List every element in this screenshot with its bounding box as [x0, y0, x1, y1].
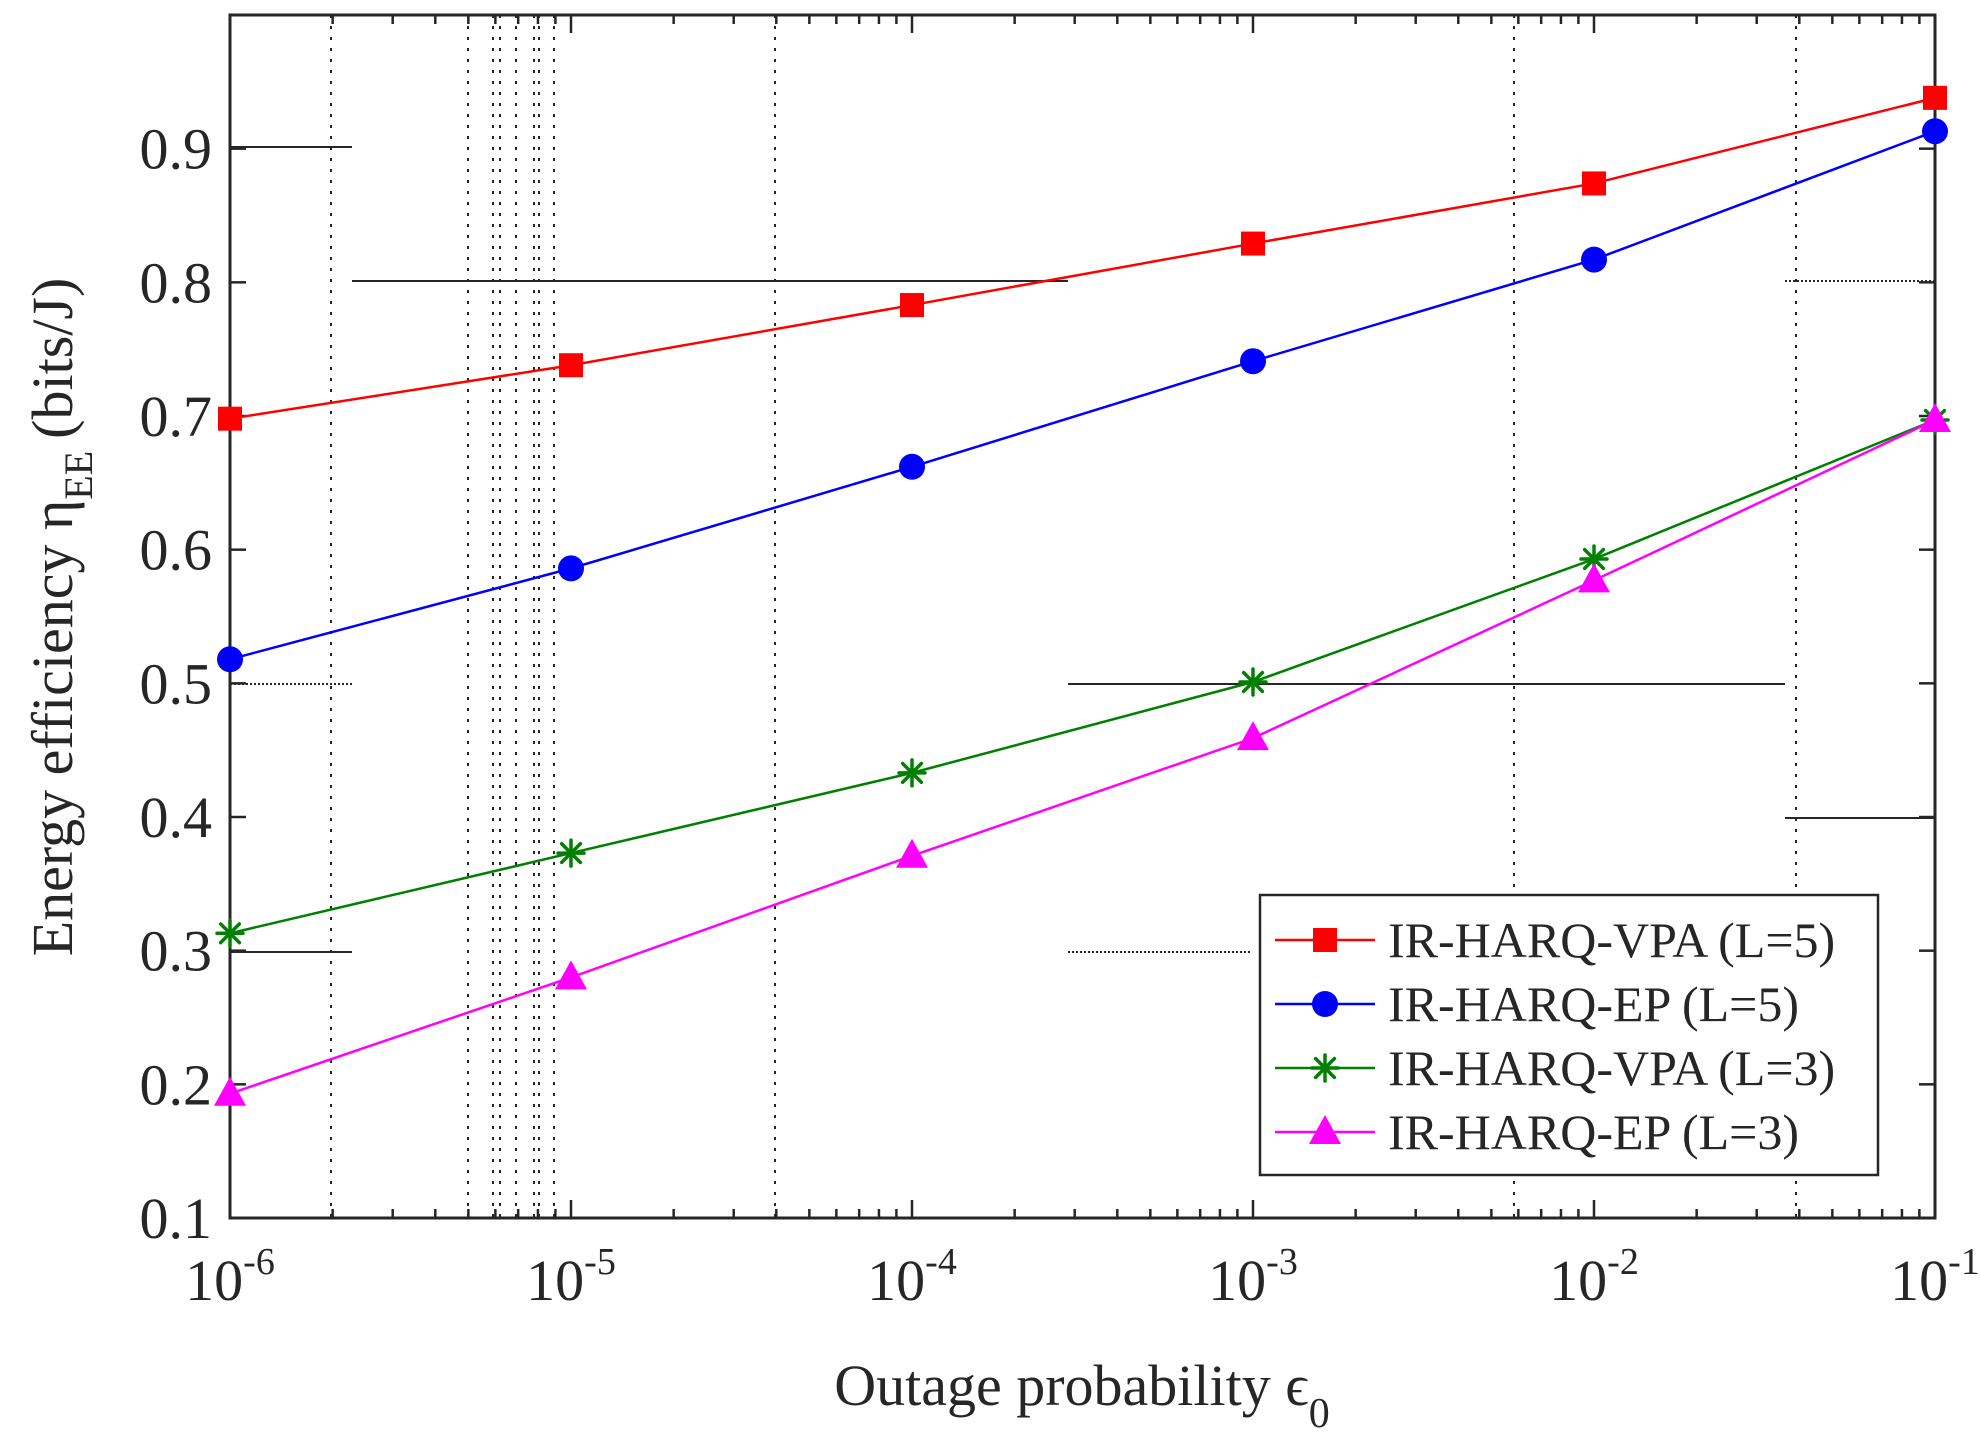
- data-point: [1241, 231, 1265, 256]
- legend-label: IR-HARQ-EP (L=5): [1388, 976, 1799, 1032]
- legend-box: [1258, 893, 1880, 1177]
- data-point: [1582, 171, 1606, 196]
- background-artifact-lines: [230, 15, 1935, 1218]
- y-tick-label: 0.6: [140, 518, 213, 583]
- asterisk-stroke: [218, 922, 242, 945]
- x-tick-label-exponent: -1: [1948, 1241, 1980, 1283]
- data-point: [217, 646, 243, 673]
- data-point: [1237, 721, 1269, 751]
- asterisk-stroke: [900, 761, 924, 784]
- series-line: [229, 418, 1936, 935]
- x-tick-label-exponent: -5: [584, 1241, 616, 1283]
- series-line: [229, 418, 1936, 1095]
- y-axis-label-text: Energy efficiency η: [20, 500, 85, 957]
- data-point: [896, 838, 928, 868]
- x-axis-label-subscript: 0: [1309, 1391, 1330, 1437]
- y-tick-label: 0.9: [140, 117, 213, 182]
- data-point: [1309, 1115, 1341, 1144]
- data-point: [1922, 118, 1948, 145]
- legend: IR-HARQ-VPA (L=5) IR-HARQ-EP (L=5) IR-HARQ…: [1258, 893, 1880, 1177]
- x-tick-label: 10-3: [1208, 1241, 1298, 1313]
- asterisk-stroke: [559, 841, 583, 865]
- y-axis-label: Energy efficiency ηEE (bits/J): [20, 278, 101, 957]
- data-point: [1923, 85, 1947, 110]
- x-tick-label-exponent: -4: [925, 1241, 957, 1283]
- data-point: [558, 555, 584, 582]
- x-tick-label-base: 10: [1890, 1248, 1948, 1313]
- data-point: [556, 838, 586, 868]
- legend-label: IR-HARQ-EP (L=3): [1388, 1104, 1799, 1160]
- y-tick-label: 0.7: [140, 384, 213, 449]
- x-tick-label-base: 10: [867, 1248, 925, 1313]
- series-4: [214, 403, 1951, 1106]
- data-point: [1578, 563, 1610, 593]
- x-tick-label-base: 10: [1549, 1248, 1607, 1313]
- data-point: [559, 353, 583, 378]
- x-tick-label: 10-2: [1549, 1241, 1639, 1313]
- series-line: [229, 96, 1936, 420]
- y-tick-label: 0.3: [140, 919, 213, 984]
- series-2: [217, 118, 1948, 673]
- data-point: [899, 453, 925, 480]
- y-tick-label: 0.4: [140, 785, 213, 850]
- legend-item-2: IR-HARQ-EP (L=5): [1275, 976, 1799, 1032]
- legend-item-4: IR-HARQ-EP (L=3): [1275, 1104, 1799, 1160]
- y-tick-label: 0.5: [140, 651, 213, 716]
- x-tick-label-exponent: -2: [1607, 1241, 1639, 1283]
- axis-ticks: [228, 15, 1937, 1220]
- y-tick-label: 0.1: [140, 1186, 213, 1251]
- data-point: [897, 758, 927, 788]
- series-line: [229, 130, 1936, 661]
- data-point: [1919, 403, 1951, 433]
- x-tick-label-base: 10: [526, 1248, 584, 1313]
- data-point: [555, 960, 587, 990]
- data-point: [1313, 928, 1337, 952]
- series-1: [218, 85, 1947, 431]
- data-point: [1310, 1053, 1340, 1083]
- y-tick-labels: 0.1 0.2 0.3 0.4 0.5 0.6 0.7 0.8 0.9: [140, 117, 213, 1251]
- x-tick-label: 10-5: [526, 1241, 616, 1313]
- x-tick-label: 10-4: [867, 1241, 957, 1313]
- asterisk-stroke: [1241, 670, 1265, 694]
- asterisk-stroke: [1313, 1056, 1337, 1080]
- data-point: [214, 1076, 246, 1106]
- x-tick-label-exponent: -3: [1266, 1241, 1298, 1283]
- series-layer: [214, 85, 1951, 1106]
- y-tick-label: 0.2: [140, 1052, 213, 1117]
- x-tick-label-base: 10: [1208, 1248, 1266, 1313]
- legend-label: IR-HARQ-VPA (L=3): [1388, 1040, 1835, 1096]
- y-axis-label-subscript: EE: [56, 451, 101, 500]
- x-tick-label-exponent: -6: [243, 1241, 275, 1283]
- data-point: [218, 406, 242, 431]
- y-axis-label-unit: (bits/J): [20, 278, 85, 439]
- asterisk-stroke: [1582, 547, 1606, 571]
- data-point: [1581, 246, 1607, 273]
- data-point: [1240, 348, 1266, 375]
- x-axis-label: Outage probability ϵ0: [834, 1353, 1329, 1437]
- data-point: [215, 918, 245, 949]
- x-tick-label-base: 10: [185, 1248, 243, 1313]
- x-tick-label: 10-1: [1890, 1241, 1980, 1313]
- data-point: [1312, 991, 1338, 1017]
- x-axis-label-text: Outage probability ϵ: [834, 1353, 1308, 1418]
- x-tick-labels: 10-6 10-5 10-4 10-3 10-2 10-1: [185, 1241, 1980, 1313]
- y-tick-label: 0.8: [140, 250, 213, 315]
- data-point: [900, 293, 924, 318]
- legend-item-3: IR-HARQ-VPA (L=3): [1275, 1040, 1835, 1096]
- data-point: [1238, 667, 1268, 697]
- legend-label: IR-HARQ-VPA (L=5): [1388, 912, 1835, 968]
- x-tick-label: 10-6: [185, 1241, 275, 1313]
- legend-item-1: IR-HARQ-VPA (L=5): [1275, 912, 1835, 968]
- plot-area: [228, 13, 1937, 1220]
